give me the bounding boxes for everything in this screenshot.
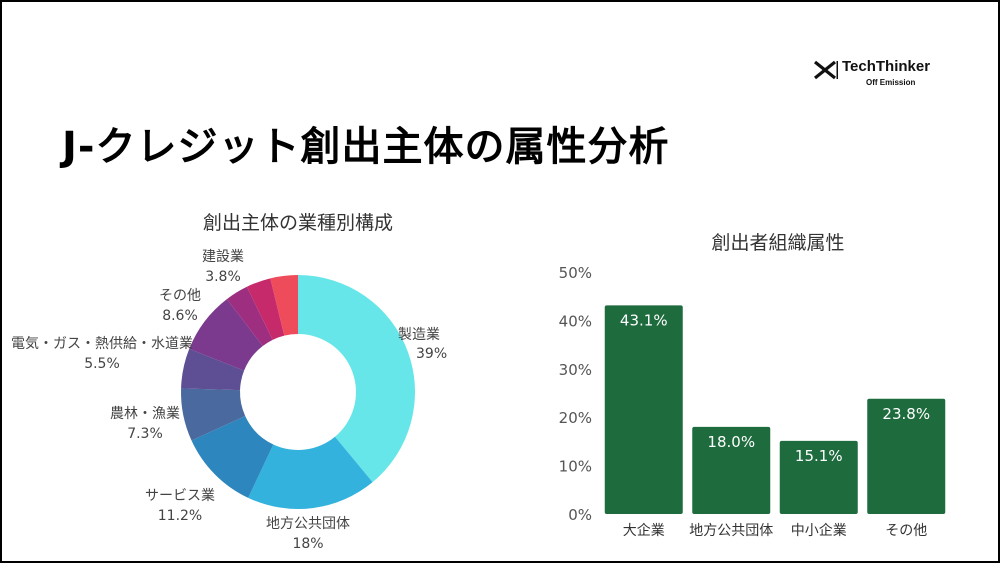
y-tick-label-1: 10% xyxy=(559,458,592,476)
donut-slice-5 xyxy=(189,299,263,371)
donut-slice-4 xyxy=(181,348,245,391)
bar-data-label-1: 18.0% xyxy=(707,433,755,451)
x-axis-categories: 大企業 地方公共団体 中小企業 その他 xyxy=(623,522,928,539)
brand-subtitle: Off Emission xyxy=(866,78,916,87)
bar-3 xyxy=(867,398,946,514)
y-tick-label-0: 0% xyxy=(568,506,592,524)
slice-value-other: 8.6% xyxy=(162,308,198,324)
bar-0 xyxy=(604,305,683,514)
slice-value-agriculture: 7.3% xyxy=(127,426,163,442)
slice-label-agriculture: 農林・漁業 xyxy=(110,406,180,422)
brand-name: TechThinker xyxy=(842,58,931,75)
donut-slice-7 xyxy=(246,278,285,340)
bar-data-label-0: 43.1% xyxy=(620,311,668,329)
donut-chart-title: 創出主体の業種別構成 xyxy=(203,212,393,234)
logo-mark-icon xyxy=(814,60,838,80)
page-title: J-クレジット創出主体の属性分析 xyxy=(62,124,670,170)
slice-label-other: その他 xyxy=(159,288,201,304)
slice-value-service: 11.2% xyxy=(158,508,202,524)
slice-label-construction: 建設業 xyxy=(202,249,244,265)
bar-1 xyxy=(692,426,771,514)
y-tick-label-5: 50% xyxy=(559,264,592,282)
donut-slice-3 xyxy=(181,388,246,441)
donut-slice-1 xyxy=(248,436,373,509)
donut-slice-0 xyxy=(298,275,416,483)
bar-data-label-3: 23.8% xyxy=(882,405,930,423)
donut-slice-8 xyxy=(270,275,298,336)
x-category-label-1: 地方公共団体 xyxy=(689,523,773,539)
slice-value-local-government: 18% xyxy=(292,536,323,552)
slice-value-manufacturing: 39% xyxy=(416,346,447,362)
y-tick-label-4: 40% xyxy=(559,312,592,330)
donut-labels: 製造業 39% 地方公共団体 18% サービス業 11.2% 農林・漁業 7.3… xyxy=(11,249,447,552)
slice-label-service: サービス業 xyxy=(145,488,215,504)
bar-chart: 創出者組織属性 0% 10% 20% 30% 40% 50% 43.1% 18.0% 15.1… xyxy=(559,232,946,539)
x-category-label-3: その他 xyxy=(885,523,927,539)
bar-data-labels: 43.1% 18.0% 15.1% 23.8% xyxy=(620,311,930,465)
donut-slices xyxy=(181,275,416,509)
bar-data-label-2: 15.1% xyxy=(795,447,843,465)
slice-label-utilities: 電気・ガス・熱供給・水道業 xyxy=(11,336,193,352)
bar-2 xyxy=(779,440,858,514)
y-axis-ticks: 0% 10% 20% 30% 40% 50% xyxy=(559,264,592,524)
bars xyxy=(604,305,946,514)
bar-chart-title: 創出者組織属性 xyxy=(711,232,844,254)
slice-value-construction: 3.8% xyxy=(205,269,241,285)
y-tick-label-2: 20% xyxy=(559,409,592,427)
slice-label-manufacturing: 製造業 xyxy=(398,327,440,343)
slice-value-utilities: 5.5% xyxy=(84,356,120,372)
y-tick-label-3: 30% xyxy=(559,361,592,379)
x-category-label-0: 大企業 xyxy=(623,522,665,539)
donut-slice-6 xyxy=(226,286,273,346)
slice-label-local-government: 地方公共団体 xyxy=(266,516,350,532)
donut-slice-2 xyxy=(191,416,274,498)
brand-logo: TechThinker Off Emission xyxy=(814,58,954,92)
donut-chart: 創出主体の業種別構成 製造業 39% 地方公共団体 18% サービス業 11.2… xyxy=(11,212,447,552)
x-category-label-2: 中小企業 xyxy=(791,522,847,539)
